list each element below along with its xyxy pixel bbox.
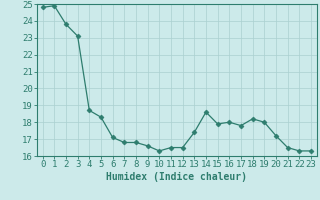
X-axis label: Humidex (Indice chaleur): Humidex (Indice chaleur) [106,172,247,182]
